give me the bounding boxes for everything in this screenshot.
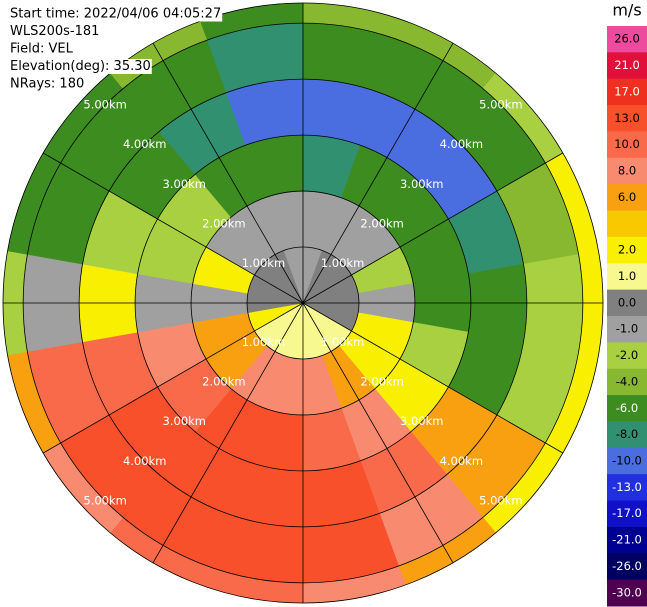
colorbar-cell: [607, 316, 647, 343]
colorbar-cell: [607, 184, 647, 212]
range-label: 3.00km: [400, 177, 443, 191]
colorbar-cell: [607, 579, 647, 607]
range-label: 2.00km: [202, 375, 245, 389]
range-ring: [22, 22, 584, 584]
spoke: [42, 302, 304, 454]
spoke: [302, 302, 564, 454]
spoke: [152, 302, 304, 564]
header-background: [9, 6, 223, 22]
colorbar-label: 13.0: [614, 111, 640, 125]
header-background: [9, 41, 75, 57]
header-line: Elevation(deg): 35.30: [10, 59, 151, 74]
range-label: 4.00km: [123, 454, 166, 468]
colorbar-label: 8.0: [618, 164, 636, 178]
colorbar-cell: [607, 526, 647, 554]
range-label: 1.00km: [242, 335, 285, 349]
range-label: 3.00km: [163, 177, 206, 191]
colorbar-cell: [607, 105, 647, 132]
colorbar-cell: [607, 421, 647, 449]
header-background: [9, 76, 86, 92]
range-ring: [190, 190, 416, 416]
outer-ring: [2, 2, 604, 604]
colorbar-label: 1.0: [618, 269, 636, 283]
spoke: [152, 42, 304, 304]
colorbar-cell: [607, 263, 647, 291]
header-line: WLS200s-181: [10, 24, 99, 39]
range-label: 2.00km: [202, 216, 245, 230]
colorbar-cell: [607, 52, 647, 80]
range-label: 5.00km: [83, 493, 126, 507]
colorbar-label: 2.0: [618, 243, 636, 257]
header-line: NRays: 180: [10, 77, 84, 92]
colorbar-cell: [607, 131, 647, 159]
colorbar-label: -6.0: [616, 401, 638, 415]
colorbar-cell: [607, 368, 647, 396]
colorbar-cell: [607, 26, 647, 53]
colorbar-label: -21.0: [612, 533, 642, 547]
velocity-field: [2, 2, 604, 604]
range-label: 3.00km: [400, 414, 443, 428]
spoke: [302, 302, 454, 564]
colorbar-cell: [607, 474, 647, 502]
colorbar-cell: [607, 289, 647, 317]
range-label: 1.00km: [321, 335, 364, 349]
colorbar-cell: [607, 342, 647, 370]
range-label: 3.00km: [163, 414, 206, 428]
range-ring: [134, 134, 472, 472]
range-label: 1.00km: [242, 256, 285, 270]
range-label: 5.00km: [479, 493, 522, 507]
polar-grid: 1.00km 1.00km 1.00km 1.00km 2.00km 2.00km 2.00…: [2, 2, 604, 604]
colorbar-label: -13.0: [612, 480, 642, 494]
spoke: [302, 42, 454, 304]
range-label: 1.00km: [321, 256, 364, 270]
header-background: [9, 24, 101, 39]
colorbar-label: -30.0: [612, 585, 642, 599]
range-label: 4.00km: [440, 137, 483, 151]
colorbar-label: -26.0: [612, 559, 642, 573]
colorbar-cell: [607, 78, 647, 106]
colorbar-label: 26.0: [614, 32, 640, 46]
header-line: Field: VEL: [10, 42, 74, 57]
colorbar-label: -8.0: [616, 427, 638, 441]
spoke: [42, 152, 304, 304]
colorbar-cell: [607, 236, 647, 264]
colorbar-cell: [607, 500, 647, 528]
colorbar-cell: [607, 210, 647, 238]
colorbar: 26.0 21.0 17.0 13.0 10.0 8.0 6.0 2.0 1.0 0.0 -1.0 -…: [607, 1, 647, 607]
colorbar-label: -10.0: [612, 454, 642, 468]
range-label: 4.00km: [123, 137, 166, 151]
range-ring: [246, 246, 360, 360]
range-label: 5.00km: [479, 98, 522, 112]
colorbar-label: 21.0: [614, 58, 640, 72]
header-background: [9, 59, 152, 74]
colorbar-label: -17.0: [612, 506, 642, 520]
colorbar-label: 10.0: [614, 137, 640, 151]
range-label: 2.00km: [360, 216, 403, 230]
colorbar-label: 17.0: [614, 84, 640, 98]
header-line: Start time: 2022/04/06 04:05:27: [10, 7, 221, 22]
spoke: [302, 152, 564, 304]
range-ring: [78, 78, 528, 528]
colorbar-cell: [607, 553, 647, 581]
range-label: 4.00km: [440, 454, 483, 468]
colorbar-cell: [607, 447, 647, 475]
colorbar-label: -1.0: [616, 322, 638, 336]
colorbar-label: -4.0: [616, 374, 638, 388]
header: Start time: 2022/04/06 04:05:27 WLS200s-1…: [9, 6, 223, 92]
colorbar-title: m/s: [612, 1, 641, 20]
colorbar-cell: [607, 395, 647, 422]
colorbar-label: 0.0: [618, 295, 636, 309]
range-label: 5.00km: [83, 98, 126, 112]
range-label: 2.00km: [360, 375, 403, 389]
colorbar-label: -2.0: [616, 348, 638, 362]
colorbar-cell: [607, 157, 647, 185]
colorbar-label: 6.0: [618, 190, 636, 204]
